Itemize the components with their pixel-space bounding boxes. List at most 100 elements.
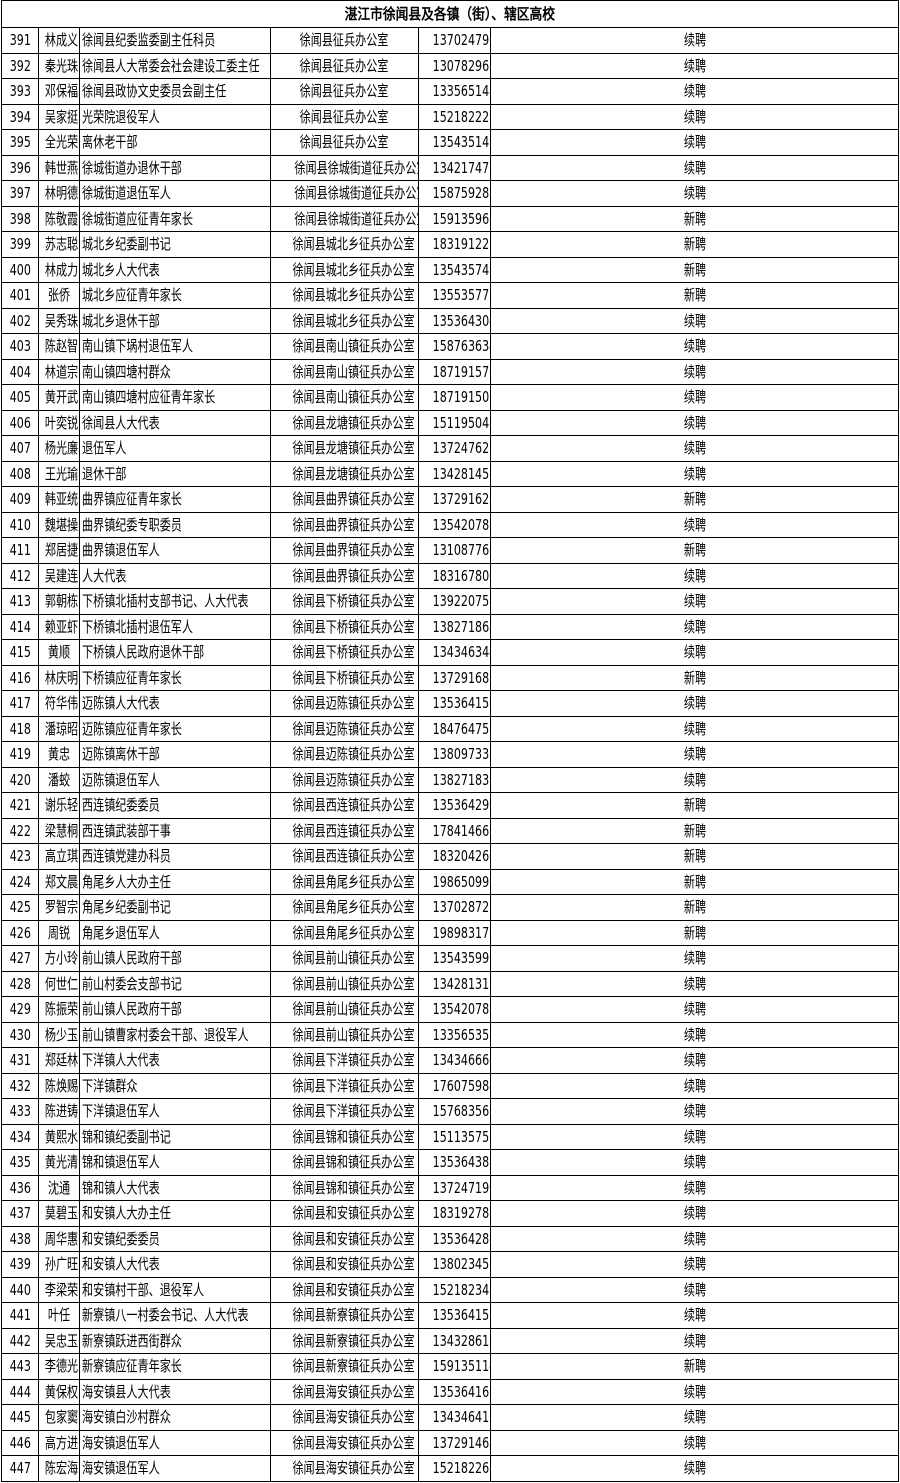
name-cell: 符华伟	[38, 690, 80, 717]
serial-number-cell: 411	[1, 537, 39, 564]
phone-number-cell: 18719157007	[418, 358, 491, 385]
office-cell: 徐闻县迈陈镇征兵办公室	[270, 690, 419, 717]
position: 徐城街道应征青年家长	[82, 209, 194, 228]
phone-number-cell: 15113575098	[418, 1123, 491, 1150]
appointment-type: 续聘	[683, 1255, 706, 1274]
phone-number-cell: 13434634436	[418, 639, 491, 666]
office-cell: 徐闻县曲界镇征兵办公室	[270, 511, 419, 538]
name-cell: 高立琪	[38, 843, 80, 870]
office: 徐闻县和安镇征兵办公室	[292, 1280, 415, 1299]
phone-number: 13553577773	[432, 286, 490, 305]
office-cell: 徐闻县城北乡征兵办公室	[270, 231, 419, 258]
appointment-type-cell: 续聘	[489, 639, 900, 666]
phone-number: 13536429968	[432, 796, 490, 815]
position-cell: 下桥镇北插村支部书记、人大代表	[79, 588, 271, 615]
position-cell: 角尾乡人大办主任	[79, 868, 271, 895]
position-cell: 西连镇党建办科员	[79, 843, 271, 870]
phone-number-cell: 15218234847	[418, 1276, 491, 1303]
name: 韩世燕	[44, 158, 79, 177]
name: 韩亚统	[44, 490, 79, 509]
phone-number-cell: 19898317817	[418, 919, 491, 946]
name-cell: 杨光廉	[38, 435, 80, 462]
serial-number-cell: 441	[1, 1302, 39, 1329]
phone-number: 13434666035	[432, 1051, 490, 1070]
office: 徐闻县曲界镇征兵办公室	[292, 515, 415, 534]
phone-number: 15113575098	[432, 1127, 490, 1146]
appointment-type: 新聘	[683, 872, 706, 891]
phone-number: 18719157007	[432, 362, 490, 381]
name-cell: 周华惠	[38, 1225, 80, 1252]
phone-number: 18719150553	[432, 388, 490, 407]
position-cell: 和安镇人大办主任	[79, 1200, 271, 1227]
office: 徐闻县角尾乡征兵办公室	[292, 898, 415, 917]
phone-number: 13428131762	[432, 974, 490, 993]
office-cell: 徐闻县城北乡征兵办公室	[270, 307, 419, 334]
office: 徐闻县海安镇征兵办公室	[292, 1408, 415, 1427]
serial-number-cell: 414	[1, 613, 39, 640]
phone-number-cell: 13543599365	[418, 945, 491, 972]
phone-number-cell: 15913511409	[418, 1353, 491, 1380]
name-cell: 黄保权	[38, 1378, 80, 1405]
appointment-type: 续聘	[683, 1204, 706, 1223]
appointment-type: 续聘	[683, 1433, 706, 1452]
serial-number-cell: 408	[1, 460, 39, 487]
serial-number-cell: 407	[1, 435, 39, 462]
position: 徐闻县纪委监委副主任科员	[82, 31, 216, 50]
name-cell: 潘蛟	[38, 766, 80, 793]
appointment-type-cell: 续聘	[489, 460, 900, 487]
name: 杨光廉	[44, 439, 79, 458]
appointment-type: 续聘	[683, 1000, 706, 1019]
appointment-type-cell: 续聘	[489, 1225, 900, 1252]
phone-number-cell: 15876363495	[418, 333, 491, 360]
position-cell: 城北乡退休干部	[79, 307, 271, 334]
appointment-type-cell: 续聘	[489, 1251, 900, 1278]
position-cell: 离休老干部	[79, 129, 271, 156]
office-cell: 徐闻县南山镇征兵办公室	[270, 384, 419, 411]
phone-number-cell: 13542078511	[418, 996, 491, 1023]
serial-number: 426	[9, 923, 31, 942]
name: 罗智宗	[44, 898, 79, 917]
appointment-type-cell: 续聘	[489, 613, 900, 640]
appointment-type: 续聘	[683, 107, 706, 126]
appointment-type: 新聘	[683, 821, 706, 840]
office-cell: 徐闻县龙塘镇征兵办公室	[270, 409, 419, 436]
office: 徐闻县锦和镇征兵办公室	[292, 1127, 415, 1146]
serial-number-cell: 443	[1, 1353, 39, 1380]
appointment-type: 续聘	[683, 133, 706, 152]
position-cell: 角尾乡纪委副书记	[79, 894, 271, 921]
serial-number: 404	[9, 362, 31, 381]
position: 曲界镇应征青年家长	[82, 490, 182, 509]
name: 全光荣	[44, 133, 79, 152]
serial-number-cell: 442	[1, 1327, 39, 1354]
phone-number: 13827186885	[432, 617, 490, 636]
position: 城北乡退休干部	[82, 311, 160, 330]
phone-number-cell: 13536438231	[418, 1149, 491, 1176]
name-cell: 何世仁	[38, 970, 80, 997]
appointment-type-cell: 续聘	[489, 154, 900, 181]
name-cell: 邓保福	[38, 78, 80, 105]
position: 徐闻县人大常委会社会建设工委主任	[82, 56, 260, 75]
position-cell: 徐闻县纪委监委副主任科员	[79, 27, 271, 54]
phone-number: 13356514898	[432, 82, 490, 101]
phone-number-cell: 13543574989	[418, 256, 491, 283]
phone-number-cell: 13922075536	[418, 588, 491, 615]
office-cell: 徐闻县下洋镇征兵办公室	[270, 1047, 419, 1074]
name-cell: 黄开武	[38, 384, 80, 411]
serial-number: 397	[9, 184, 31, 203]
phone-number: 19898317817	[432, 923, 490, 942]
name-cell: 罗智宗	[38, 894, 80, 921]
serial-number-cell: 445	[1, 1404, 39, 1431]
name-cell: 张侨	[38, 282, 80, 309]
office-cell: 徐闻县征兵办公室	[270, 103, 419, 130]
office-cell: 徐闻县城北乡征兵办公室	[270, 282, 419, 309]
serial-number: 410	[9, 515, 31, 534]
phone-number-cell: 13702872693	[418, 894, 491, 921]
serial-number-cell: 412	[1, 562, 39, 589]
phone-number: 15876363495	[432, 337, 490, 356]
